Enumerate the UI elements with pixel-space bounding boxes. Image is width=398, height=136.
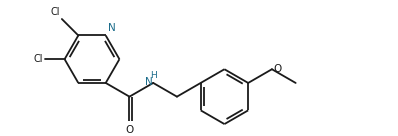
Text: N: N [108,23,116,33]
Text: N: N [145,77,153,87]
Text: O: O [273,64,281,74]
Text: Cl: Cl [34,54,43,64]
Text: O: O [125,125,134,135]
Text: Cl: Cl [51,7,60,17]
Text: H: H [150,71,156,80]
